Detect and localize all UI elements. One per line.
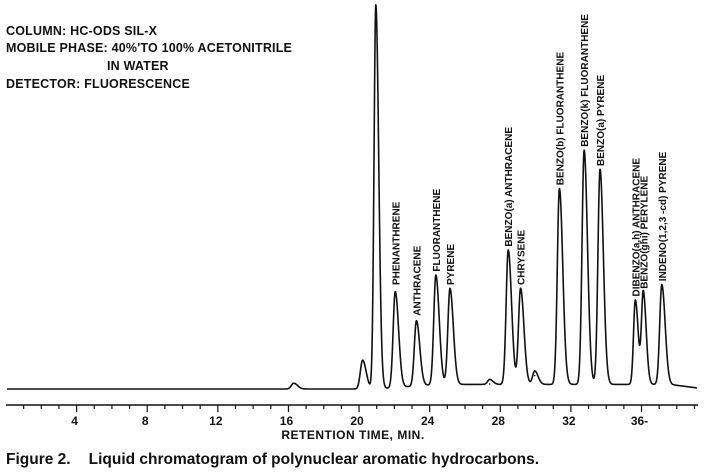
x-tick-label: 32 [562, 414, 576, 428]
peak-apex [488, 383, 491, 385]
x-axis: 4 8 12 16 20 24 28 32 36- [6, 404, 698, 428]
peak-label: PYRENE [446, 244, 457, 285]
figure-caption-text: Liquid chromatogram of polynuclear aroma… [88, 451, 540, 468]
peak-apex [375, 4, 377, 6]
peak-apex [435, 278, 437, 281]
peak-label: BENZO(ghi) PERYLENE [639, 176, 650, 289]
peak-apex [292, 382, 295, 385]
peak-label: BENZO(a) PYRENE [596, 75, 607, 166]
mobile-phase-info: MOBILE PHASE: 40%'TO 100% ACETONITRILE [6, 41, 293, 55]
peak-apex [415, 322, 418, 325]
x-tick-label: 36- [631, 414, 648, 428]
peak-label: BENZO(b) FLUORANTHENE [555, 52, 566, 186]
peak-label: BENZO(k) FLUORANTHENE [580, 14, 591, 147]
peak-label: CHRYSENE [517, 229, 528, 285]
peak-apex [634, 303, 637, 306]
peak-apex [558, 192, 561, 194]
x-tick-label: 8 [142, 414, 149, 428]
column-info: COLUMN: HC-ODS SIL-X [6, 24, 158, 38]
x-tick-label: 4 [71, 414, 78, 428]
peak-labels: PHENANTHRENE ANTHRACENE FLUORANTHENE PYRENE… [292, 4, 669, 385]
figure-caption: Figure 2. Liquid chromatogram of polynucl… [6, 451, 539, 469]
peak-label: PHENANTHRENE [391, 201, 402, 285]
peak-apex [507, 253, 510, 256]
peak-label: DIBENZO(a,h) ANTHRACENE [631, 158, 642, 297]
peak-apex [533, 374, 536, 377]
mobile-phase-info-continued: IN WATER [107, 59, 169, 73]
peak-label: ANTHRACENE [412, 245, 423, 315]
peak-apex [661, 288, 663, 290]
x-tick-label: 28 [492, 414, 506, 428]
figure-number: Figure 2. [6, 451, 71, 468]
peak-apex [394, 292, 397, 294]
x-tick-label: 12 [209, 414, 223, 428]
x-tick-label: 16 [280, 414, 294, 428]
chromatogram-chart: 4 8 12 16 20 24 28 32 36- PHENANTHRENE ANTHRACENE… [6, 4, 698, 428]
x-axis-title: RETENTION TIME, MIN. [281, 428, 425, 442]
peak-apex [519, 292, 522, 294]
peak-label: INDENO(1,2,3 -cd) PYRENE [658, 151, 669, 281]
peak-label: FLUORANTHENE [432, 188, 443, 271]
peak-label: BENZO(a) ANTHRACENE [504, 127, 515, 247]
chromatogram-trace [6, 4, 698, 390]
peak-apex [361, 359, 364, 362]
x-tick-label: 20 [350, 414, 364, 428]
detector-info: DETECTOR: FLUORESCENCE [6, 77, 191, 91]
x-tick-label: 24 [421, 414, 435, 428]
peak-apex [449, 292, 451, 294]
peak-apex [642, 296, 645, 298]
chromatogram-line [6, 4, 698, 390]
peak-apex [599, 173, 601, 175]
peak-apex [583, 153, 585, 156]
